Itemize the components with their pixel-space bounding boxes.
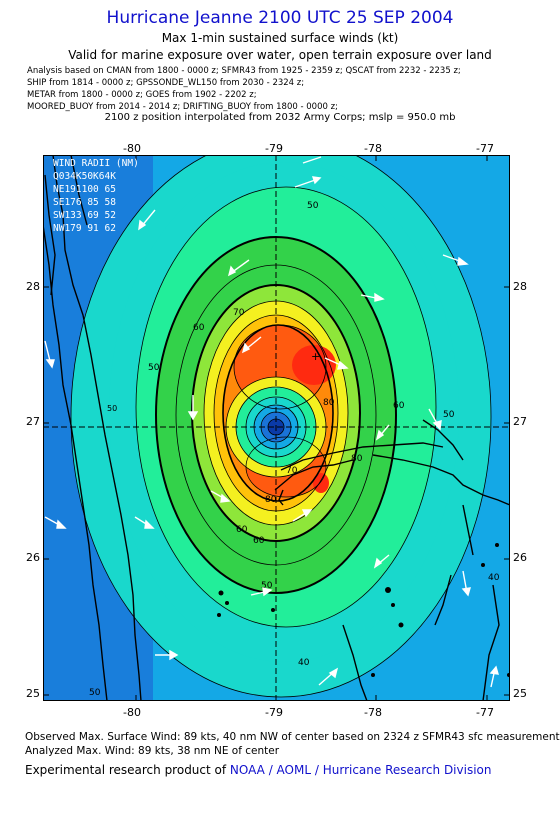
wind-arrow: [324, 357, 349, 370]
contour-label: 40: [298, 658, 310, 668]
lat-tick-label: 27: [26, 415, 40, 428]
lat-tick-label: 26: [513, 551, 527, 564]
lat-tick-label: 28: [26, 280, 40, 293]
page-title: Hurricane Jeanne 2100 UTC 25 SEP 2004: [106, 8, 454, 28]
wind-radii-row: SE176 85 58: [53, 197, 116, 208]
contour-label: 60: [193, 323, 205, 333]
wind-field-map: + 50 50 50 60 60 70 70 80 80 80 60 60 50…: [43, 155, 510, 701]
subtitle-winds: Max 1-min sustained surface winds (kt): [161, 31, 399, 45]
wind-arrow: [302, 156, 322, 164]
wind-arrow: [375, 424, 390, 441]
contour-label: 50: [261, 581, 273, 591]
contour-label: 50: [307, 201, 319, 211]
lon-tick-label: -78: [364, 142, 382, 155]
analysis-source-line: METAR from 1800 - 0000 z; GOES from 1902…: [27, 90, 257, 100]
wind-arrow: [373, 554, 390, 569]
lat-tick-label: 25: [513, 687, 527, 700]
max-wind-marker: +: [311, 350, 320, 363]
lat-tick-label: 28: [513, 280, 527, 293]
contour-label: 50: [443, 410, 455, 420]
wind-arrow: [292, 509, 313, 522]
wind-arrow: [227, 259, 250, 277]
wind-radii-table: WIND RADII (NM) Q034K50K64K NE191100 65 …: [53, 157, 139, 235]
contour-label: 70: [233, 308, 245, 318]
contour-label: 80: [265, 495, 277, 505]
contour-label: 50: [107, 404, 117, 413]
lat-tick-label: 26: [26, 551, 40, 564]
wind-radii-row: NE191100 65: [53, 184, 116, 195]
lon-tick-label: -77: [476, 142, 494, 155]
contour-fill-85-south: [313, 473, 329, 493]
wind-arrow: [318, 667, 339, 686]
contour-label: 60: [253, 536, 265, 546]
wind-arrow: [44, 340, 55, 369]
lon-tick-label: -78: [364, 706, 382, 719]
lat-tick-label: 25: [26, 687, 40, 700]
contour-label: 60: [393, 401, 405, 411]
contour-label: 50: [148, 363, 160, 373]
contour-label: 80: [351, 454, 363, 464]
contour-label: 50: [89, 688, 101, 698]
contour-label: 40: [488, 573, 500, 583]
coastline: [43, 155, 510, 701]
map-ticks: [43, 155, 510, 701]
subtitle-exposure: Valid for marine exposure over water, op…: [68, 48, 492, 62]
contour-label: 80: [323, 398, 335, 408]
wind-arrow: [360, 292, 385, 302]
research-credit-prefix: Experimental research product of: [25, 763, 230, 777]
research-credit: Experimental research product of NOAA / …: [25, 763, 491, 777]
contour-label: 70: [286, 466, 298, 476]
islands: [217, 543, 510, 677]
lat-tick-label: 27: [513, 415, 527, 428]
analysis-source-line: Analysis based on CMAN from 1800 - 0000 …: [27, 66, 461, 76]
wind-radii-row: SW133 69 52: [53, 210, 116, 221]
wind-vectors: [44, 156, 499, 688]
analyzed-max-wind: Analyzed Max. Wind: 89 kts, 38 nm NE of …: [25, 745, 280, 757]
wind-arrow: [294, 176, 322, 188]
wind-arrow: [187, 395, 199, 421]
position-note: 2100 z position interpolated from 2032 A…: [104, 112, 456, 123]
wind-arrow: [461, 570, 471, 597]
lon-tick-label: -80: [123, 142, 141, 155]
lon-tick-label: -77: [476, 706, 494, 719]
wind-arrow: [241, 336, 262, 354]
wind-radii-header: WIND RADII (NM): [53, 158, 139, 169]
lon-tick-label: -79: [265, 706, 283, 719]
wind-arrow: [155, 649, 179, 661]
observed-max-wind: Observed Max. Surface Wind: 89 kts, 40 n…: [25, 731, 560, 743]
wind-arrow: [44, 516, 67, 529]
analysis-source-line: MOORED_BUOY from 2014 - 2014 z; DRIFTING…: [27, 102, 338, 112]
wind-arrow: [442, 254, 469, 266]
wind-arrow: [489, 665, 499, 688]
wind-arrow: [428, 408, 442, 431]
wind-arrow: [250, 587, 273, 597]
wind-arrow: [134, 516, 155, 529]
wind-radii-columns: Q034K50K64K: [53, 171, 116, 182]
research-org-link[interactable]: NOAA / AOML / Hurricane Research Divisio…: [229, 763, 492, 777]
wind-arrow: [138, 209, 156, 231]
analysis-source-line: SHIP from 1814 - 0000 z; GPSSONDE_WL150 …: [27, 78, 305, 88]
lon-tick-label: -80: [123, 706, 141, 719]
lon-tick-label: -79: [265, 142, 283, 155]
wind-arrow: [210, 490, 231, 503]
contour-label: 60: [236, 525, 248, 535]
wind-radii-row: NW179 91 62: [53, 223, 116, 234]
